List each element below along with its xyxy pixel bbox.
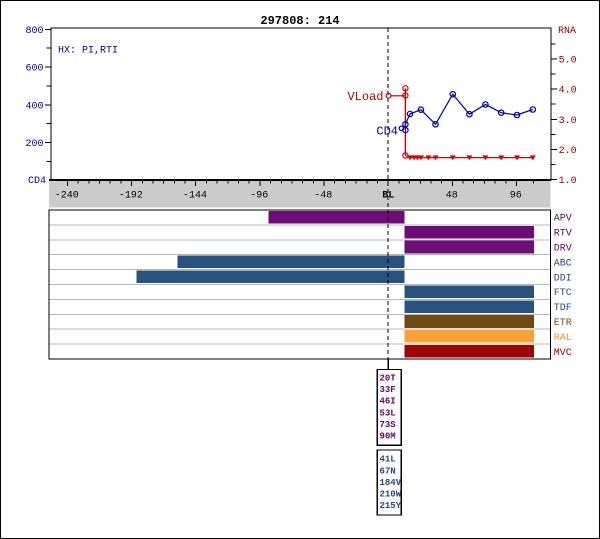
- svg-text:400: 400: [25, 101, 43, 112]
- svg-text:-48: -48: [314, 191, 332, 202]
- svg-text:CD4: CD4: [28, 176, 46, 187]
- svg-text:46I: 46I: [380, 397, 396, 407]
- svg-text:5.0: 5.0: [559, 56, 577, 67]
- svg-text:-192: -192: [119, 191, 143, 202]
- svg-text:20T: 20T: [380, 373, 397, 383]
- svg-text:DRV: DRV: [554, 244, 572, 255]
- svg-text:67N: 67N: [380, 466, 396, 476]
- svg-text:210W: 210W: [380, 490, 402, 500]
- svg-text:TDF: TDF: [554, 303, 572, 314]
- svg-text:200: 200: [25, 139, 43, 150]
- svg-text:215Y: 215Y: [380, 501, 402, 511]
- svg-text:ABC: ABC: [554, 258, 572, 269]
- svg-text:53L: 53L: [380, 408, 396, 418]
- svg-text:RNA: RNA: [558, 26, 576, 37]
- svg-text:41L: 41L: [380, 455, 396, 465]
- svg-text:90M: 90M: [380, 432, 396, 442]
- svg-text:3.0: 3.0: [559, 116, 577, 127]
- svg-text:APV: APV: [554, 214, 572, 225]
- svg-text:FTC: FTC: [554, 288, 572, 299]
- svg-text:96: 96: [510, 191, 522, 202]
- svg-text:MVC: MVC: [554, 348, 572, 359]
- svg-text:33F: 33F: [380, 385, 396, 395]
- svg-text:RAL: RAL: [554, 333, 572, 344]
- svg-text:DDI: DDI: [554, 273, 572, 284]
- svg-text:800: 800: [25, 26, 43, 37]
- svg-text:297808: 214: 297808: 214: [260, 14, 339, 28]
- svg-text:48: 48: [446, 191, 458, 202]
- svg-text:-144: -144: [183, 191, 207, 202]
- svg-text:184V: 184V: [380, 478, 402, 488]
- svg-text:73S: 73S: [380, 420, 397, 430]
- svg-text:-240: -240: [55, 191, 79, 202]
- svg-text:RTV: RTV: [554, 229, 572, 240]
- svg-text:600: 600: [25, 64, 43, 75]
- svg-text:ETR: ETR: [554, 318, 572, 329]
- svg-text:-96: -96: [250, 191, 268, 202]
- svg-text:1.0: 1.0: [559, 176, 577, 187]
- svg-text:VLoad: VLoad: [347, 90, 383, 104]
- svg-text:2.0: 2.0: [559, 146, 577, 157]
- svg-text:CD4: CD4: [376, 125, 398, 139]
- svg-text:4.0: 4.0: [559, 86, 577, 97]
- svg-text:HX: PI,RTI: HX: PI,RTI: [58, 46, 118, 57]
